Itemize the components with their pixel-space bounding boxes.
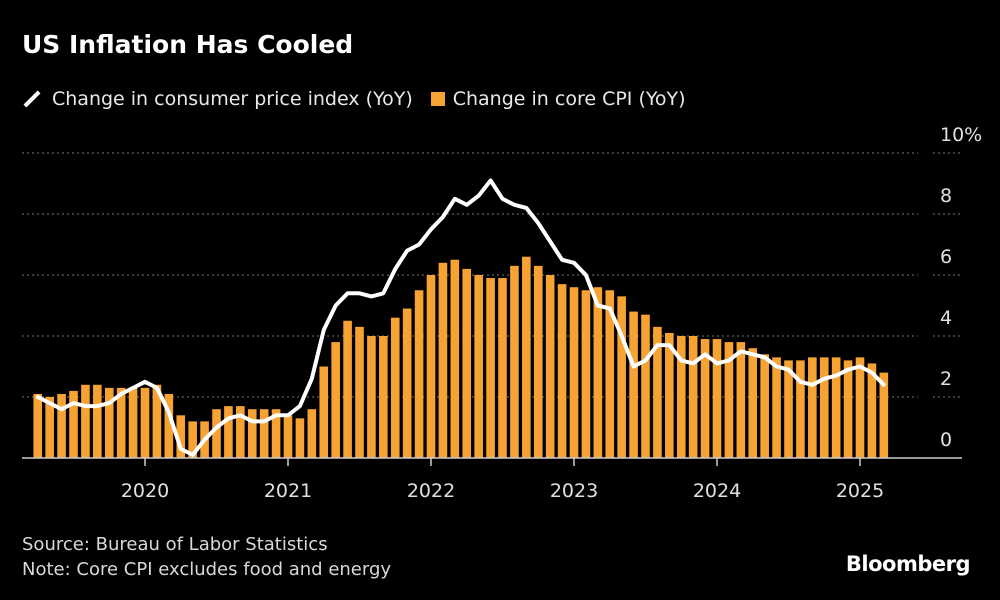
x-tick-label: 2024 <box>693 480 741 502</box>
bar <box>224 406 233 458</box>
bar <box>343 320 352 458</box>
y-tick-label: 8 <box>940 185 952 207</box>
x-tick-label: 2021 <box>264 480 312 502</box>
bar <box>81 384 90 458</box>
bar <box>104 387 114 458</box>
bar <box>140 387 150 458</box>
bar <box>712 339 722 458</box>
bar <box>819 357 829 458</box>
bar <box>93 384 102 458</box>
bar <box>116 387 126 458</box>
y-tick-label: 2 <box>940 368 952 390</box>
chart-title: US Inflation Has Cooled <box>22 30 354 59</box>
y-tick-label: 0 <box>940 429 952 451</box>
bar <box>665 332 674 458</box>
bar <box>843 360 853 458</box>
bar <box>831 357 841 458</box>
y-tick-label: 10% <box>940 124 982 146</box>
bar <box>557 284 567 458</box>
legend-core-cpi: Change in core CPI (YoY) <box>452 88 686 110</box>
bar <box>617 296 626 458</box>
bar <box>33 393 43 458</box>
bar <box>581 290 591 458</box>
bar <box>879 372 889 458</box>
bar <box>867 363 877 458</box>
x-tick-label: 2022 <box>407 480 455 502</box>
x-tick-label: 2020 <box>121 480 169 502</box>
bar <box>402 308 412 458</box>
bar <box>319 366 329 458</box>
bar <box>152 384 162 458</box>
bar <box>176 415 186 458</box>
bar <box>462 268 472 458</box>
bar <box>331 342 340 458</box>
bar <box>379 336 388 458</box>
bar <box>438 262 448 458</box>
bar <box>474 275 483 458</box>
legend-cpi: Change in consumer price index (YoY) <box>52 88 413 110</box>
bar <box>676 336 686 458</box>
bar <box>629 311 638 458</box>
bar <box>271 409 281 458</box>
y-tick-label: 4 <box>940 307 952 329</box>
cpi-line <box>35 178 886 457</box>
x-tick-label: 2023 <box>550 480 598 502</box>
bar <box>533 265 543 458</box>
bar <box>748 348 758 458</box>
bar <box>164 393 174 458</box>
bar <box>69 390 78 458</box>
bar <box>355 326 364 458</box>
bar <box>796 360 805 458</box>
x-tick-label: 2025 <box>836 480 884 502</box>
bar <box>57 393 66 458</box>
bar <box>283 415 293 458</box>
bar <box>188 421 197 458</box>
bar <box>772 357 781 458</box>
source-note: Source: Bureau of Labor Statistics <box>22 534 328 555</box>
footnote: Note: Core CPI excludes food and energy <box>22 559 392 580</box>
bar <box>522 256 531 458</box>
bar <box>247 409 257 458</box>
bar <box>641 314 650 458</box>
bar <box>700 339 710 458</box>
legend: Change in consumer price index (YoY) Cha… <box>22 88 686 110</box>
bloomberg-logo: Bloomberg <box>845 552 971 576</box>
bar <box>236 406 245 458</box>
bar <box>45 397 54 458</box>
bar <box>426 275 436 458</box>
bar <box>736 342 746 458</box>
bar <box>593 287 603 458</box>
bar <box>688 336 698 458</box>
bar <box>545 275 555 458</box>
bar <box>414 290 424 458</box>
bar <box>307 409 317 458</box>
y-tick-label: 6 <box>940 246 952 268</box>
bar <box>486 278 495 458</box>
bar <box>653 326 662 458</box>
bar <box>212 409 221 458</box>
bar <box>808 357 817 458</box>
bar <box>784 360 793 458</box>
bar <box>128 387 138 458</box>
bar <box>569 287 579 458</box>
bar <box>390 317 400 458</box>
bar <box>605 290 615 458</box>
bar <box>498 278 507 458</box>
bar <box>855 357 865 458</box>
bar-legend-icon <box>430 92 445 106</box>
bar <box>760 354 769 458</box>
bar <box>510 265 519 458</box>
bar <box>367 336 376 458</box>
bar <box>724 342 734 458</box>
bar <box>450 259 460 458</box>
bar <box>295 418 305 458</box>
bar <box>259 409 269 458</box>
